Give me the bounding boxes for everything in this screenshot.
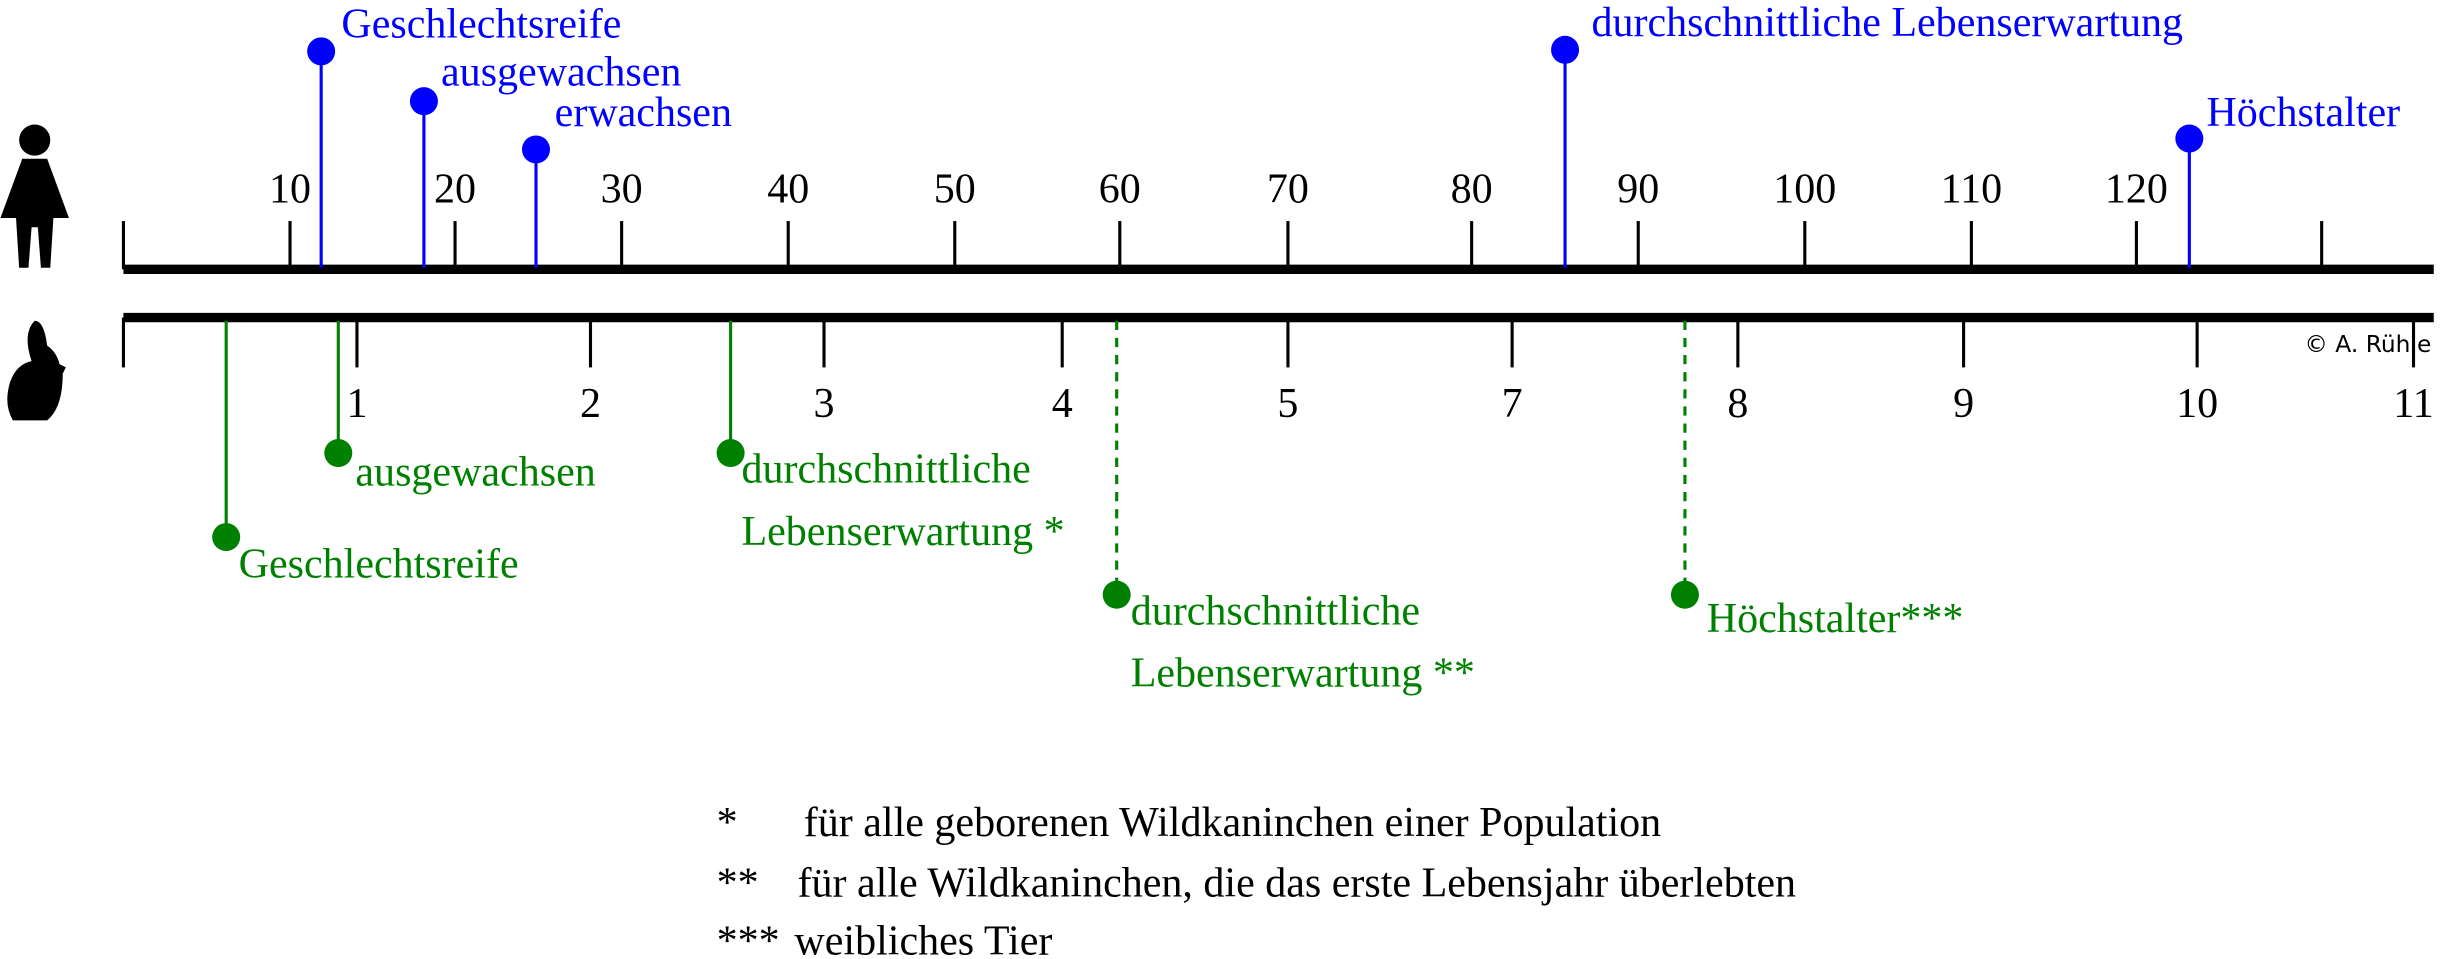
event-label: Lebenserwartung ** [1131,651,1475,697]
footnote-marker: ** [717,861,759,907]
event-label: Höchstalter [2206,90,2400,136]
event-label: durchschnittliche Lebenserwartung [1592,0,2184,46]
tick-label: 120 [2105,166,2168,212]
event-dot [212,523,241,552]
tick-label: 50 [934,166,976,212]
tick-label: 60 [1099,166,1141,212]
event-label: durchschnittliche [1131,588,1420,634]
event-label: Höchstalter*** [1707,596,1964,642]
tick-label: 10 [269,166,311,212]
tick-label: 30 [601,166,643,212]
tick-label: 8 [1727,381,1748,427]
footnote-text: weibliches Tier [794,918,1052,959]
event-label: durchschnittliche [741,447,1030,493]
event-label: erwachsen [555,90,732,136]
event-dot [307,37,336,66]
event-dot [1670,580,1699,609]
footnote-text: für alle Wildkaninchen, die das erste Le… [798,861,1797,907]
event-dot [324,439,353,468]
footnote-marker: *** [717,918,780,959]
event-label: Lebenserwartung * [741,509,1064,555]
tick-label: 2 [580,381,601,427]
tick-label: 4 [1052,381,1073,427]
event-dot [409,87,438,116]
event-label: ausgewachsen [441,50,681,96]
event-label: ausgewachsen [355,450,595,496]
tick-label: 40 [767,166,809,212]
event-label: Geschlechtsreife [341,1,621,47]
event-dot [1551,35,1580,64]
tick-label: 70 [1267,166,1309,212]
tick-label: 20 [434,166,476,212]
event-dot [2175,124,2204,153]
tick-label: 5 [1277,381,1298,427]
tick-label: 90 [1617,166,1659,212]
footnote-marker: * [717,800,738,846]
tick-label: 10 [2176,381,2218,427]
tick-label: 110 [1941,166,2002,212]
rabbit-icon [7,320,66,421]
tick-label: 11 [2393,381,2433,427]
tick-label: 1 [346,381,367,427]
tick-label: 9 [1953,381,1974,427]
tick-label: 3 [814,381,835,427]
credit: © A. Rühle [2305,330,2432,358]
event-label: Geschlechtsreife [239,542,519,588]
event-dot [1102,580,1131,609]
event-dot [521,135,551,164]
tick-label: 7 [1502,381,1523,427]
footnote-text: für alle geborenen Wildkaninchen einer P… [804,800,1661,846]
tick-label: 100 [1773,166,1836,212]
woman-icon [0,124,69,268]
event-dot [716,439,745,468]
tick-label: 80 [1451,166,1493,212]
